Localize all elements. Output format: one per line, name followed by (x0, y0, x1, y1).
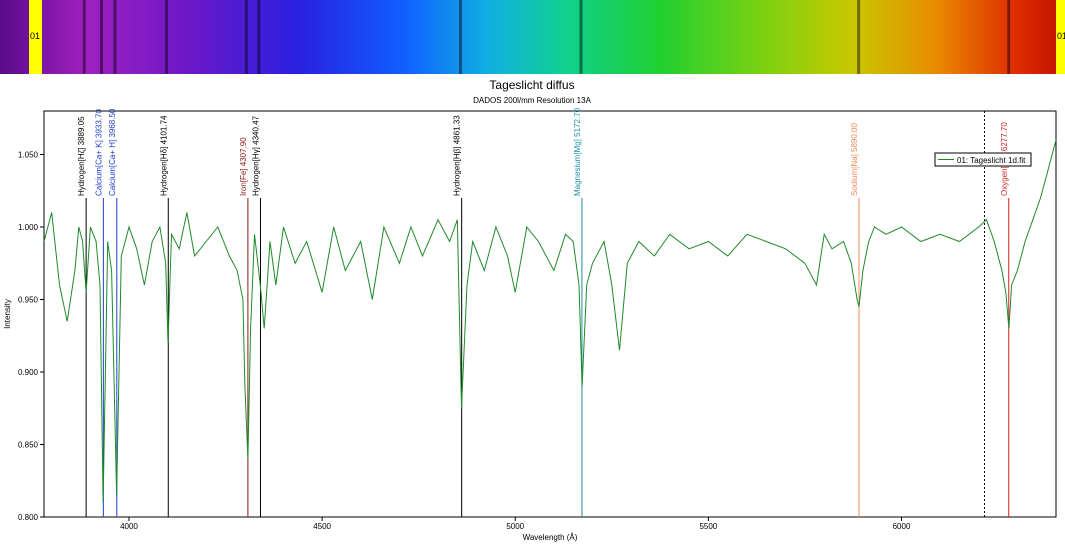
legend: 01: Tageslicht 1d.fit (934, 152, 1032, 167)
x-tick-label: 4500 (313, 522, 331, 531)
series-line (43, 139, 1057, 503)
annotation-label: Hydrogen[Hβ] 4861.33 (453, 115, 462, 196)
chart-title: Tageslicht diffus (489, 78, 574, 92)
strip-absorption-line (257, 0, 261, 74)
annotation-label: Hydrogen[Hζ] 3889.05 (77, 116, 86, 196)
strip-left-label: 01 (30, 31, 40, 41)
annotation-label: Sodium[Na] 5890.00 (850, 123, 859, 196)
y-tick-label: 0.900 (18, 368, 39, 377)
y-tick-label: 1.000 (18, 223, 39, 232)
annotation-label: Iron[Fe] 4307.90 (239, 137, 248, 196)
y-axis-label: Intensity (3, 299, 12, 329)
strip-absorption-line (857, 0, 861, 74)
strip-absorption-line (99, 0, 103, 74)
strip-right-label: 01 (1057, 31, 1065, 41)
y-tick-label: 0.850 (18, 441, 39, 450)
annotation-layer: Hydrogen[Hζ] 3889.05 Calcium[Ca+ K] 3933.… (77, 107, 1010, 517)
strip-absorption-line (579, 0, 583, 74)
axis-layer: 0.800 0.850 0.900 0.950 1.000 1.050 4000 4500 50… (18, 151, 911, 532)
legend-box (934, 152, 1032, 167)
annotation-label: Magnesium[Mg] 5172.70 (573, 107, 582, 196)
strip-absorption-line (458, 0, 462, 74)
y-tick-label: 0.800 (18, 513, 39, 522)
left-marker (29, 0, 42, 74)
y-tick-label: 0.950 (18, 296, 39, 305)
spectrum-chart: Tageslicht diffus DADOS 200l/mm Resoluti… (3, 78, 1057, 542)
x-tick-label: 5000 (506, 522, 524, 531)
strip-absorption-line (113, 0, 117, 74)
spectrum-strip-svg: 01 01 (0, 0, 1065, 74)
legend-entry: 01: Tageslicht 1d.fit (957, 156, 1026, 165)
annotation-label: Hydrogen[Hδ] 4101.74 (159, 115, 168, 196)
chart-subtitle: DADOS 200l/mm Resolution 13A (473, 96, 591, 105)
strip-absorption-line (1007, 0, 1011, 74)
strip-absorption-line (244, 0, 248, 74)
strip-absorption-line (82, 0, 86, 74)
annotation-label: Calcium[Ca+ K] 3933.70 (94, 109, 103, 196)
right-marker (1056, 0, 1065, 74)
x-axis-label: Wavelength (Å) (523, 533, 578, 542)
y-tick-label: 1.050 (18, 151, 39, 160)
strip-absorption-line (165, 0, 169, 74)
annotation-label: Hydrogen[Hγ] 4340.47 (251, 115, 260, 196)
spectrum-color-strip: 01 01 (0, 0, 1065, 74)
plot-area (43, 110, 1057, 518)
spectrum-gradient (0, 0, 1065, 74)
x-tick-label: 6000 (893, 522, 911, 531)
series-layer (43, 139, 1057, 503)
annotation-label: Calcium[Ca+ H] 3968.50 (108, 108, 117, 196)
x-tick-label: 4000 (120, 522, 138, 531)
x-tick-label: 5500 (699, 522, 717, 531)
spectrum-absorption-lines (82, 0, 1011, 74)
